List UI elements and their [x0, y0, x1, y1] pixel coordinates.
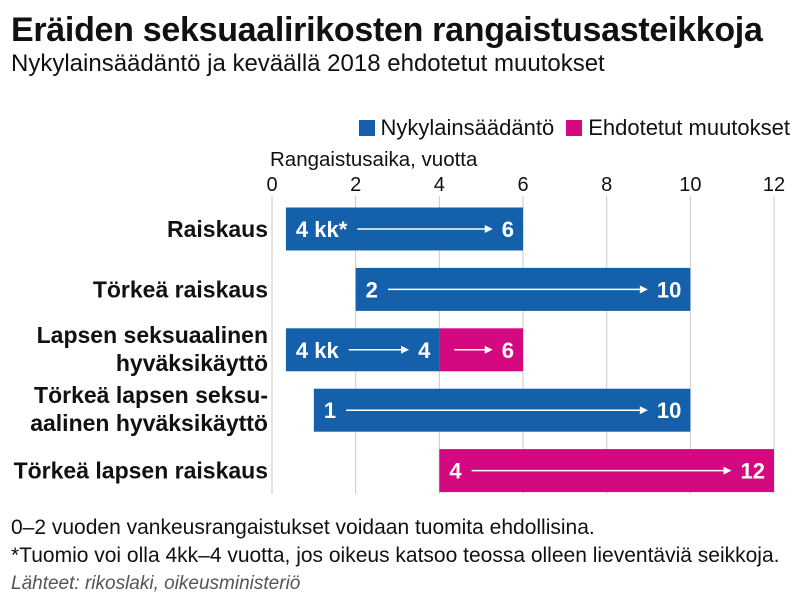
arrowhead [401, 345, 410, 354]
arrowhead [723, 466, 732, 475]
category-label: Lapsen seksuaalinen hyväksikäyttö [37, 322, 268, 376]
bars: 4 kk* 6 2 10 4 kk 4 6 1 10 4 12 [285, 207, 774, 493]
x-tick-label: 12 [763, 174, 785, 196]
category-labels: Raiskaus Törkeä raiskaus Lapsen seksuaalin… [14, 216, 268, 484]
category-label-line: Törkeä lapsen raiskaus [14, 458, 268, 484]
arrowhead [639, 406, 648, 415]
bar-start-label: 2 [366, 277, 378, 302]
bar-end-label: 10 [657, 277, 681, 302]
source-note: Lähteet: rikoslaki, oikeusministeriö [11, 573, 301, 594]
bar-end-label: 6 [502, 217, 514, 242]
x-tick-label: 6 [517, 174, 528, 196]
legend-item-ehdotetut-muutokset: Ehdotetut muutokset [566, 117, 790, 139]
bar-end-label: 10 [657, 398, 681, 423]
x-tick-labels: 0 2 4 6 8 10 12 [266, 174, 785, 196]
legend-swatch [358, 120, 375, 136]
category-label-line: hyväksikäyttö [116, 350, 268, 376]
chart-title: Eräiden seksuaalirikosten rangaistusaste… [11, 11, 763, 49]
legend: Nykylainsäädäntö Ehdotetut muutokset [358, 115, 790, 140]
category-label: Törkeä lapsen raiskaus [14, 458, 268, 484]
arrowhead [484, 225, 493, 233]
legend-label: Nykylainsäädäntö [380, 115, 555, 140]
category-label: Törkeä raiskaus [93, 276, 268, 302]
category-label-line: Raiskaus [167, 216, 268, 242]
bar-start-label: 1 [324, 398, 336, 423]
bar-start-label: 4 [449, 459, 462, 484]
x-tick-label: 10 [679, 174, 701, 196]
chart-subtitle: Nykylainsäädäntö ja keväällä 2018 ehdote… [11, 50, 605, 77]
arrowhead [639, 285, 648, 294]
x-axis-label: Rangaistusaika, vuotta [270, 148, 478, 171]
arrowhead [484, 345, 493, 354]
bar-start-label: 4 kk [296, 338, 340, 363]
category-label-line: Törkeä lapsen seksu- [34, 382, 268, 408]
x-tick-label: 8 [601, 174, 612, 196]
x-tick-label: 4 [434, 174, 445, 196]
category-label: Törkeä lapsen seksu-aalinen hyväksikäytt… [30, 382, 268, 436]
bar-end-label: 6 [502, 338, 514, 363]
legend-swatch [566, 120, 583, 136]
x-tick-label: 2 [350, 174, 361, 196]
category-label: Raiskaus [167, 216, 268, 242]
category-label-line: Lapsen seksuaalinen [37, 322, 268, 348]
bar-end-label: 4 [418, 338, 431, 363]
legend-label: Ehdotetut muutokset [588, 115, 790, 140]
footnote: 0–2 vuoden vankeusrangaistukset voidaan … [11, 516, 595, 539]
bar-start-label: 4 kk* [296, 217, 348, 242]
footnote: *Tuomio voi olla 4kk–4 vuotta, jos oikeu… [11, 544, 780, 567]
category-label-line: Törkeä raiskaus [93, 276, 268, 302]
legend-item-nykylainsaadanto: Nykylainsäädäntö [358, 115, 555, 140]
bar-end-label: 12 [741, 459, 765, 484]
category-label-line: aalinen hyväksikäyttö [30, 410, 268, 436]
x-tick-label: 0 [266, 174, 277, 196]
